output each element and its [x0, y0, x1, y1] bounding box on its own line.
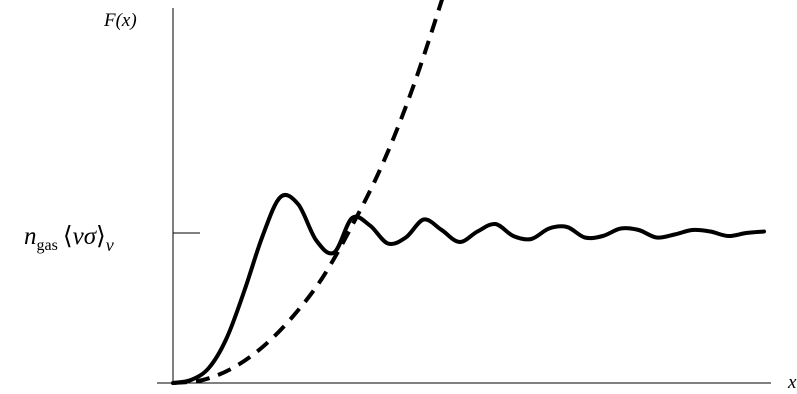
series-solid-line — [171, 192, 766, 385]
series-dashed-line — [172, 0, 444, 385]
y-axis-label: F(x) — [103, 10, 137, 31]
y-tick-label: ngas ⟨vσ⟩v — [24, 223, 114, 255]
x-axis-label: x — [787, 372, 797, 393]
